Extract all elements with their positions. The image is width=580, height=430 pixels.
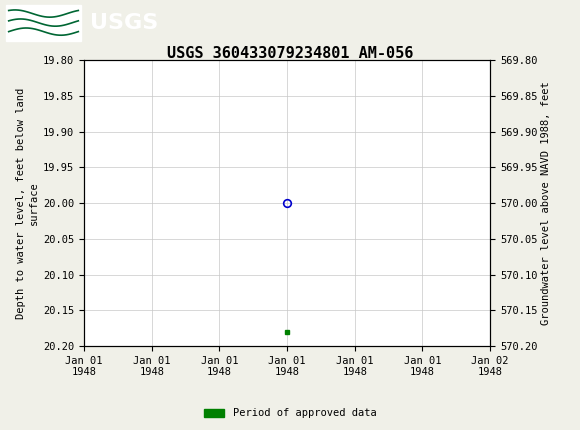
Text: USGS: USGS [90,12,158,33]
Legend: Period of approved data: Period of approved data [200,404,380,423]
Bar [6,4,81,41]
Y-axis label: Groundwater level above NAVD 1988, feet: Groundwater level above NAVD 1988, feet [542,81,552,325]
Y-axis label: Depth to water level, feet below land
surface: Depth to water level, feet below land su… [16,88,39,319]
Text: USGS 360433079234801 AM-056: USGS 360433079234801 AM-056 [167,46,413,61]
